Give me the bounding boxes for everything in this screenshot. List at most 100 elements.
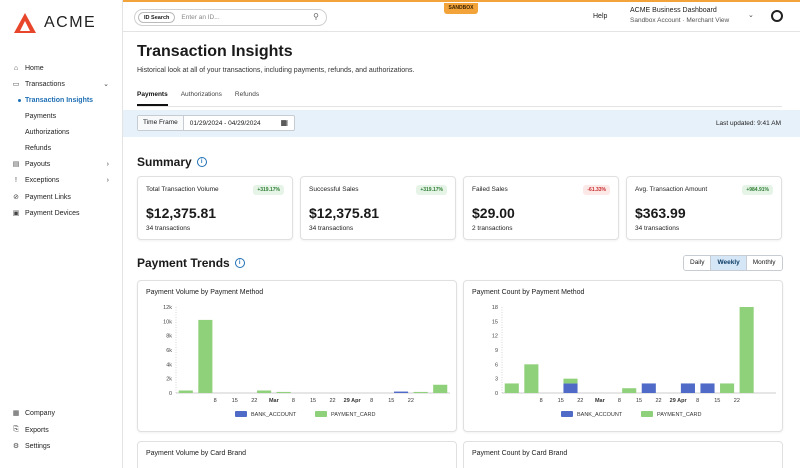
id-search-button[interactable]: ID Search <box>138 12 176 23</box>
card-label: Avg. Transaction Amount <box>635 186 708 193</box>
bar-payment-card[interactable] <box>433 384 448 393</box>
summary-heading: Summary i <box>137 155 207 169</box>
sidebar-item-payment-links[interactable]: ⊘ Payment Links <box>0 190 123 204</box>
bar-payment-card[interactable] <box>563 378 578 384</box>
chart-title: Payment Count by Card Brand <box>472 450 568 457</box>
timeframe-range[interactable]: 01/29/2024 - 04/29/2024 <box>189 119 261 127</box>
sidebar-item-home[interactable]: ⌂ Home <box>0 61 123 75</box>
y-tick-label: 0 <box>495 391 498 397</box>
x-tick-label: 22 <box>408 398 414 404</box>
bar-payment-card[interactable] <box>739 307 754 393</box>
bar-bank-account[interactable] <box>641 383 656 393</box>
period-monthly[interactable]: Monthly <box>746 256 782 270</box>
chevron-down-icon: ⌄ <box>103 81 109 88</box>
timeframe-picker[interactable]: Time Frame 01/29/2024 - 04/29/2024 ▦ <box>137 115 295 131</box>
bar-payment-card[interactable] <box>720 383 735 393</box>
payout-icon: ▤ <box>12 161 20 168</box>
tabs: Payments Authorizations Refunds <box>137 91 272 106</box>
x-tick-label: 8 <box>618 398 621 404</box>
bar-payment-card[interactable] <box>198 319 213 393</box>
tab-payments[interactable]: Payments <box>137 91 168 106</box>
y-tick-label: 12 <box>492 334 498 340</box>
sidebar-item-authorizations[interactable]: Authorizations <box>0 125 123 139</box>
sidebar-item-label: Transactions <box>25 80 65 88</box>
gear-icon: ⚙ <box>12 443 20 450</box>
account-sub: Sandbox Account · Merchant View <box>630 17 730 24</box>
bar-bank-account[interactable] <box>700 383 715 393</box>
x-tick-label: Mar <box>269 398 280 404</box>
sidebar-item-transactions[interactable]: ▭ Transactions ⌄ <box>0 77 123 91</box>
sidebar-item-payouts[interactable]: ▤ Payouts › <box>0 157 123 171</box>
bar-bank-account[interactable] <box>394 391 409 393</box>
x-tick-label: 22 <box>656 398 662 404</box>
acme-logo[interactable]: ACME <box>14 13 96 33</box>
bar-bank-account[interactable] <box>563 383 578 393</box>
bar-payment-card[interactable] <box>524 364 539 393</box>
sidebar-item-company[interactable]: ▦ Company <box>0 406 123 420</box>
change-badge: +984.91% <box>742 185 773 195</box>
tabs-divider <box>137 106 782 107</box>
bar-payment-card[interactable] <box>504 383 519 393</box>
x-tick-label: 15 <box>388 398 394 404</box>
period-weekly[interactable]: Weekly <box>711 256 747 270</box>
sidebar-item-settings[interactable]: ⚙ Settings <box>0 439 123 453</box>
legend-swatch <box>235 411 247 417</box>
bar-payment-card[interactable] <box>257 390 272 393</box>
bar-payment-card[interactable] <box>276 391 291 393</box>
y-tick-label: 3 <box>495 377 498 383</box>
bar-bank-account[interactable] <box>680 383 695 393</box>
x-tick-label: 15 <box>310 398 316 404</box>
page-subtitle: Historical look at all of your transacti… <box>137 67 415 74</box>
x-tick-label: 8 <box>292 398 295 404</box>
tab-refunds[interactable]: Refunds <box>234 91 260 98</box>
id-search-bar[interactable]: ID Search Enter an ID... ⚲ <box>134 9 327 26</box>
topbar: ID Search Enter an ID... ⚲ Help ACME Bus… <box>123 2 800 32</box>
y-tick-label: 6 <box>495 362 498 368</box>
y-tick-label: 15 <box>492 319 498 325</box>
sidebar-item-label: Payouts <box>25 160 51 168</box>
bar-payment-card[interactable] <box>622 388 637 393</box>
sidebar-item-label: Company <box>25 409 55 417</box>
info-icon[interactable]: i <box>234 258 245 268</box>
x-tick-label: 29 Apr <box>670 398 688 404</box>
legend-label[interactable]: PAYMENT_CARD <box>331 412 375 418</box>
sidebar-item-refunds[interactable]: Refunds <box>0 141 123 155</box>
sidebar-item-exports[interactable]: ⎘ Exports <box>0 423 123 437</box>
last-updated: Last updated: 9:41 AM <box>715 120 781 127</box>
y-tick-label: 6k <box>166 348 172 354</box>
search-input[interactable]: Enter an ID... <box>181 14 220 21</box>
card-sub: 34 transactions <box>146 225 191 232</box>
bar-payment-card[interactable] <box>178 390 193 393</box>
brand-name: ACME <box>44 14 97 31</box>
period-daily[interactable]: Daily <box>684 256 712 270</box>
legend-swatch <box>561 411 573 417</box>
summary-title: Summary <box>137 155 192 169</box>
sidebar-item-label: Payment Links <box>25 193 71 201</box>
sidebar-item-transaction-insights[interactable]: Transaction Insights <box>0 93 123 107</box>
sidebar-item-payment-devices[interactable]: ▣ Payment Devices <box>0 206 123 220</box>
tab-authorizations[interactable]: Authorizations <box>180 91 222 98</box>
y-tick-label: 2k <box>166 377 172 383</box>
account-switcher[interactable]: ACME Business Dashboard Sandbox Account … <box>630 7 729 24</box>
sidebar-item-exceptions[interactable]: ! Exceptions › <box>0 173 123 187</box>
legend-label[interactable]: PAYMENT_CARD <box>657 412 701 418</box>
calendar-icon[interactable]: ▦ <box>280 118 288 127</box>
search-icon[interactable]: ⚲ <box>313 12 319 21</box>
sidebar-item-label: Refunds <box>25 144 52 152</box>
export-icon: ⎘ <box>13 426 19 433</box>
chevron-down-icon[interactable]: ⌄ <box>748 12 754 19</box>
info-icon[interactable]: i <box>196 157 207 167</box>
x-tick-label: 22 <box>251 398 257 404</box>
sidebar-item-label: Payment Devices <box>25 209 80 217</box>
help-link[interactable]: Help <box>593 13 608 20</box>
link-icon: ⊘ <box>13 194 19 201</box>
summary-card-failed-sales: Failed Sales -61.33% $29.00 2 transactio… <box>463 176 619 240</box>
legend-label[interactable]: BANK_ACCOUNT <box>577 412 623 418</box>
sidebar-item-label: Settings <box>25 442 51 450</box>
sidebar-item-payments[interactable]: Payments <box>0 109 123 123</box>
x-tick-label: 8 <box>370 398 373 404</box>
chevron-right-icon: › <box>106 160 109 168</box>
user-icon[interactable] <box>771 10 783 22</box>
bar-payment-card[interactable] <box>413 391 428 393</box>
legend-label[interactable]: BANK_ACCOUNT <box>251 412 297 418</box>
